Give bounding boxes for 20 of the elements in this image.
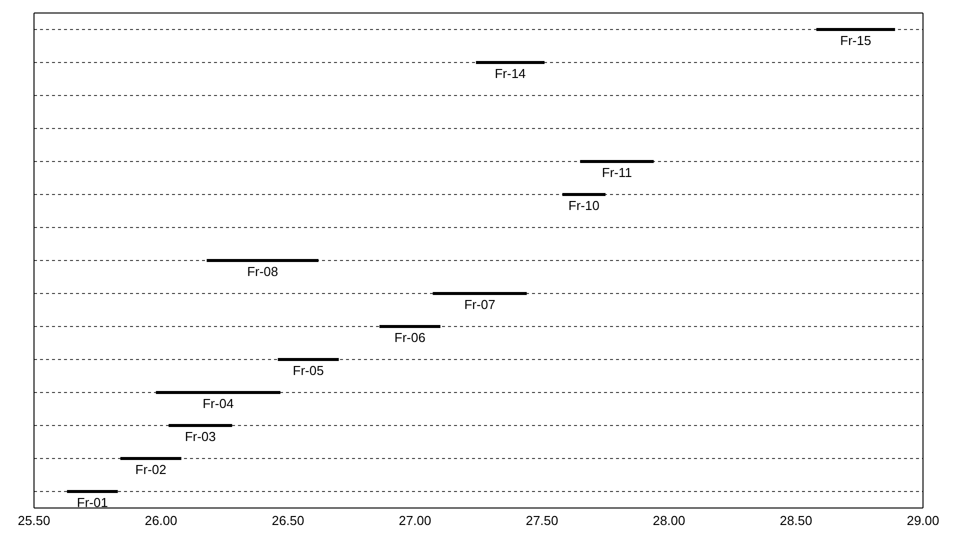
y-tick-label: Fr-15 [840, 33, 872, 48]
y-tick-label: Fr-03 [184, 429, 216, 444]
x-tick-label: 27.00 [398, 513, 432, 528]
y-tick-label: Fr-02 [135, 462, 166, 477]
y-tick-label: Fr-10 [568, 198, 600, 213]
x-tick-label: 26.00 [144, 513, 178, 528]
x-tick-label: 25.50 [18, 513, 50, 528]
x-tick-label: 29.00 [906, 513, 940, 528]
y-tick-label: Fr-05 [292, 363, 324, 378]
y-tick-label: Fr-06 [394, 330, 426, 345]
y-tick-label: Fr-07 [464, 297, 496, 312]
y-tick-label: Fr-14 [494, 66, 526, 81]
y-tick-label: Fr-11 [602, 165, 632, 180]
x-tick-label: 27.50 [526, 513, 558, 528]
x-tick-label: 28.00 [652, 513, 686, 528]
y-tick-label: Fr-08 [247, 264, 278, 279]
x-tick-label: 28.50 [780, 513, 812, 528]
y-tick-label: Fr-04 [202, 396, 234, 411]
y-tick-label: Fr-01 [76, 495, 108, 510]
x-tick-label: 26.50 [272, 513, 304, 528]
